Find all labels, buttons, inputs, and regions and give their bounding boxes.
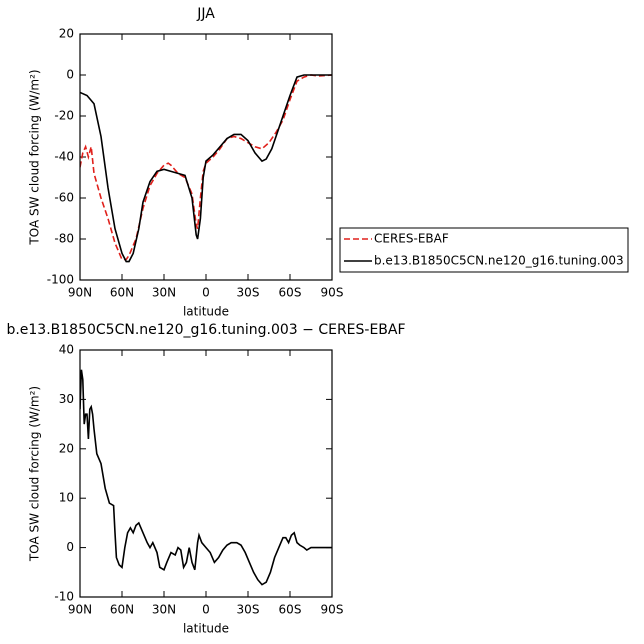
y-tick-label: -100 (47, 273, 74, 287)
legend-label: CERES-EBAF (374, 232, 449, 246)
x-tick-label: 0 (202, 286, 210, 300)
data-line (80, 369, 332, 586)
x-tick-label: 60N (110, 286, 134, 300)
y-axis-label: TOA SW cloud forcing (W/m²) (28, 69, 42, 245)
y-tick-label: 20 (59, 27, 74, 41)
x-tick-label: 60S (279, 286, 302, 300)
plot-frame (79, 33, 333, 281)
y-tick-label: -10 (54, 590, 74, 604)
chart-title: JJA (196, 6, 215, 22)
x-tick-label: 90N (68, 286, 92, 300)
x-tick-label: 0 (202, 603, 210, 617)
plot-area (80, 74, 332, 263)
y-tick-label: -80 (54, 232, 74, 246)
y-tick-label: 40 (59, 343, 74, 357)
y-axis-label: TOA SW cloud forcing (W/m²) (28, 386, 42, 562)
plot-area (80, 369, 332, 586)
y-tick-label: -20 (54, 109, 74, 123)
y-tick-label: 20 (59, 441, 74, 455)
x-tick-label: 30N (152, 603, 176, 617)
x-tick-label: 30N (152, 286, 176, 300)
x-tick-label: 30S (237, 603, 260, 617)
y-tick-label: 0 (66, 540, 74, 554)
legend-box (339, 227, 629, 273)
chart-title: b.e13.B1850C5CN.ne120_g16.tuning.003 − C… (6, 322, 405, 338)
y-tick-label: -60 (54, 191, 74, 205)
x-axis-label: latitude (183, 305, 229, 319)
data-line (80, 74, 332, 261)
x-tick-label: 60S (279, 603, 302, 617)
y-tick-label: -40 (54, 150, 74, 164)
x-tick-label: 30S (237, 286, 260, 300)
y-tick-label: 30 (59, 392, 74, 406)
x-tick-label: 90N (68, 603, 92, 617)
x-tick-label: 90S (321, 286, 344, 300)
legend-label: b.e13.B1850C5CN.ne120_g16.tuning.003 (374, 254, 624, 268)
plot-frame (79, 349, 333, 598)
y-tick-label: 0 (66, 68, 74, 82)
x-tick-label: 60N (110, 603, 134, 617)
y-tick-label: 10 (59, 491, 74, 505)
x-tick-label: 90S (321, 603, 344, 617)
x-axis-label: latitude (183, 622, 229, 636)
data-line (80, 74, 332, 263)
